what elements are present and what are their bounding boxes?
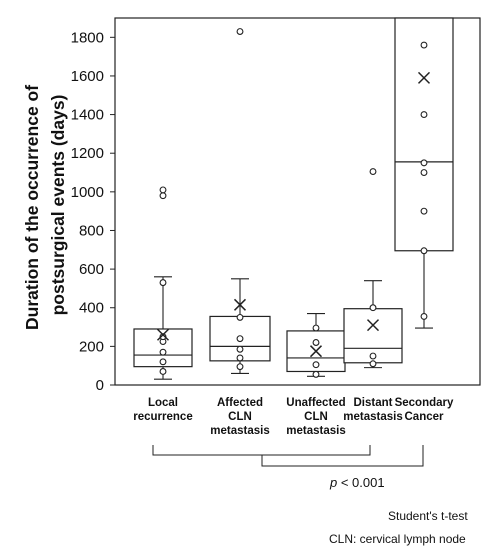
data-point-4-3	[420, 169, 428, 176]
bracket-left-group	[152, 445, 371, 456]
mean-marker-3	[366, 319, 380, 332]
p-value-label: p < 0.001	[329, 475, 385, 490]
category-label-1-line-0: Affected	[217, 397, 263, 409]
box-group-3	[343, 168, 403, 369]
boxes-layer	[133, 17, 454, 380]
category-label-0-line-0: Local	[148, 397, 178, 409]
category-label-3-line-0: Distant	[354, 397, 393, 409]
data-point-1-0	[236, 363, 244, 371]
mean-marker-stroke-b-1	[233, 298, 247, 311]
mean-marker-stroke-b-3	[366, 319, 380, 332]
category-label-3-line-1: metastasis	[343, 411, 402, 423]
y-axis-label-line-2: postsurgical events (days)	[48, 95, 68, 316]
plot-frame	[114, 17, 481, 386]
data-point-2-1	[312, 361, 320, 369]
category-label-1: Affected CLN metastasis	[210, 397, 269, 437]
box-group-1	[209, 28, 271, 374]
y-tick-label-3: 600	[79, 261, 104, 278]
mean-marker-0	[156, 328, 170, 341]
box-group-4	[394, 17, 454, 329]
data-point-4-4	[420, 159, 428, 167]
y-tick-label-7: 1400	[71, 107, 104, 124]
category-label-4-line-0: Secondary	[395, 397, 454, 409]
data-point-2-3	[312, 324, 320, 332]
data-point-4-2	[420, 207, 428, 215]
y-axis-ticks: 0 200 400 600 800 1000 1200 1400 1600 1800	[71, 29, 115, 394]
category-label-2-line-2: metastasis	[286, 425, 345, 437]
y-axis-label-line-1: Duration of the occurrence of	[22, 85, 42, 330]
data-point-4-0	[420, 312, 428, 320]
data-point-3-3	[369, 168, 377, 176]
footnote-test-text: Student's t-test	[388, 509, 468, 523]
data-point-0-1	[159, 358, 167, 366]
data-point-4-6	[420, 41, 428, 49]
category-label-4-line-1: Cancer	[405, 411, 445, 423]
category-label-0: Local recurrence	[133, 397, 192, 423]
data-point-3-2	[369, 304, 377, 312]
data-point-0-5	[159, 279, 167, 287]
significance-bracket	[152, 445, 424, 467]
category-label-3: Distant metastasis	[343, 397, 402, 423]
y-tick-label-2: 400	[79, 300, 104, 317]
y-tick-label-0: 0	[96, 377, 104, 394]
category-label-2-line-0: Unaffected	[286, 397, 345, 409]
category-label-1-line-1: CLN	[228, 411, 252, 423]
y-axis-label: Duration of the occurrence of postsurgic…	[22, 80, 68, 330]
footnote-abbreviation: CLN: cervical lymph node	[329, 532, 466, 546]
y-tick-label-1: 200	[79, 338, 104, 355]
data-point-4-5	[420, 111, 428, 119]
mean-marker-stroke-b-2	[309, 345, 323, 358]
category-label-0-line-1: recurrence	[133, 411, 192, 423]
data-point-2-0	[312, 370, 320, 378]
data-point-1-5	[236, 28, 244, 35]
box-iqr-4	[394, 17, 454, 252]
y-tick-label-8: 1600	[71, 68, 104, 85]
bracket-right-group	[261, 445, 424, 467]
data-point-1-4	[236, 313, 244, 321]
box-group-2	[286, 312, 346, 378]
category-label-2: Unaffected CLN metastasis	[286, 397, 345, 437]
category-label-1-line-2: metastasis	[210, 425, 269, 437]
mean-marker-4	[417, 71, 431, 84]
data-point-1-3	[236, 335, 244, 343]
data-point-3-1	[369, 352, 377, 360]
footnote-abbreviation-text: CLN: cervical lymph node	[329, 532, 466, 546]
data-point-1-1	[236, 354, 244, 362]
data-point-3-0	[369, 360, 377, 368]
data-point-0-7	[159, 186, 167, 194]
category-label-4: Secondary Cancer	[395, 397, 454, 423]
p-value-symbol: p	[329, 475, 337, 490]
mean-marker-1	[233, 298, 247, 311]
data-point-0-2	[159, 348, 167, 356]
p-value-text: < 0.001	[337, 475, 384, 490]
mean-marker-stroke-b-0	[156, 328, 170, 341]
y-tick-label-5: 1000	[71, 184, 104, 201]
y-tick-label-6: 1200	[71, 145, 104, 162]
data-point-0-6	[159, 192, 167, 200]
y-tick-label-4: 800	[79, 222, 104, 239]
mean-marker-stroke-b-4	[417, 71, 431, 84]
data-point-1-2	[236, 345, 244, 353]
data-point-4-1	[420, 247, 428, 255]
data-point-0-0	[159, 368, 167, 375]
footnote-test: Student's t-test	[388, 509, 468, 523]
mean-marker-2	[309, 345, 323, 358]
y-tick-label-9: 1800	[71, 29, 104, 46]
data-point-2-2	[312, 339, 320, 346]
box-group-0	[133, 186, 193, 380]
category-label-2-line-1: CLN	[304, 411, 328, 423]
